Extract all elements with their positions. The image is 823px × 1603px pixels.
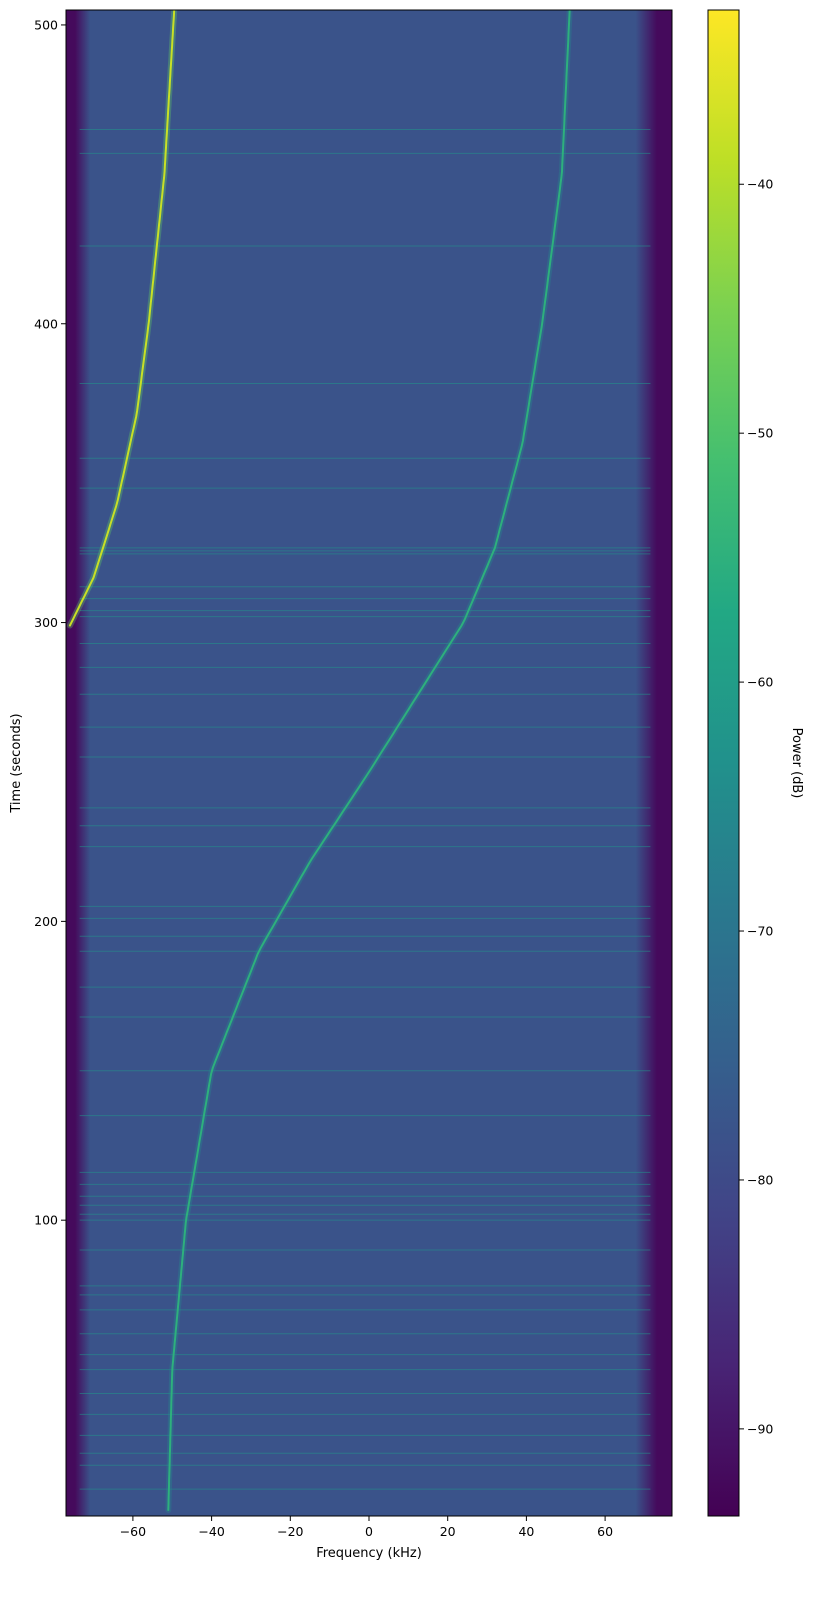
spectrogram-plot-area (65, 9, 673, 1517)
colorbar-tick-label: −70 (747, 924, 773, 939)
y-axis-label: Time (seconds) (9, 713, 24, 813)
x-tick-label: −40 (198, 1524, 224, 1539)
doppler-track (68, 10, 176, 627)
x-tick-label: 0 (365, 1524, 373, 1539)
colorbar-tick-label: −60 (747, 675, 773, 690)
x-axis: −60 −40 −20 0 20 40 60 (120, 1516, 613, 1539)
colorbar-tick-label: −50 (747, 426, 773, 441)
x-tick-label: −20 (277, 1524, 303, 1539)
x-tick-label: −60 (120, 1524, 146, 1539)
colorbar-tick-label: −80 (747, 1172, 773, 1187)
spectrogram-background (66, 10, 672, 1516)
y-tick-label: 200 (34, 914, 58, 929)
y-axis: 100 200 300 400 500 (34, 17, 66, 1228)
x-tick-label: 60 (597, 1524, 613, 1539)
colorbar-tick-label: −40 (747, 177, 773, 192)
colorbar-tick-label: −90 (747, 1421, 773, 1436)
y-tick-label: 400 (34, 316, 58, 331)
colorbar: −90 −80 −70 −60 −50 −40 Power (dB) (707, 9, 804, 1517)
x-tick-label: 20 (440, 1524, 456, 1539)
colorbar-ticks: −90 −80 −70 −60 −50 −40 (739, 177, 773, 1436)
spectrogram-marks (66, 10, 651, 1513)
y-tick-label: 100 (34, 1213, 58, 1228)
y-tick-label: 300 (34, 615, 58, 630)
doppler-track (167, 10, 571, 1511)
colorbar-label: Power (dB) (789, 728, 804, 799)
y-tick-label: 500 (34, 17, 58, 32)
x-axis-label: Frequency (kHz) (316, 1546, 422, 1561)
x-tick-label: 40 (518, 1524, 534, 1539)
colorbar-gradient (707, 9, 740, 1517)
